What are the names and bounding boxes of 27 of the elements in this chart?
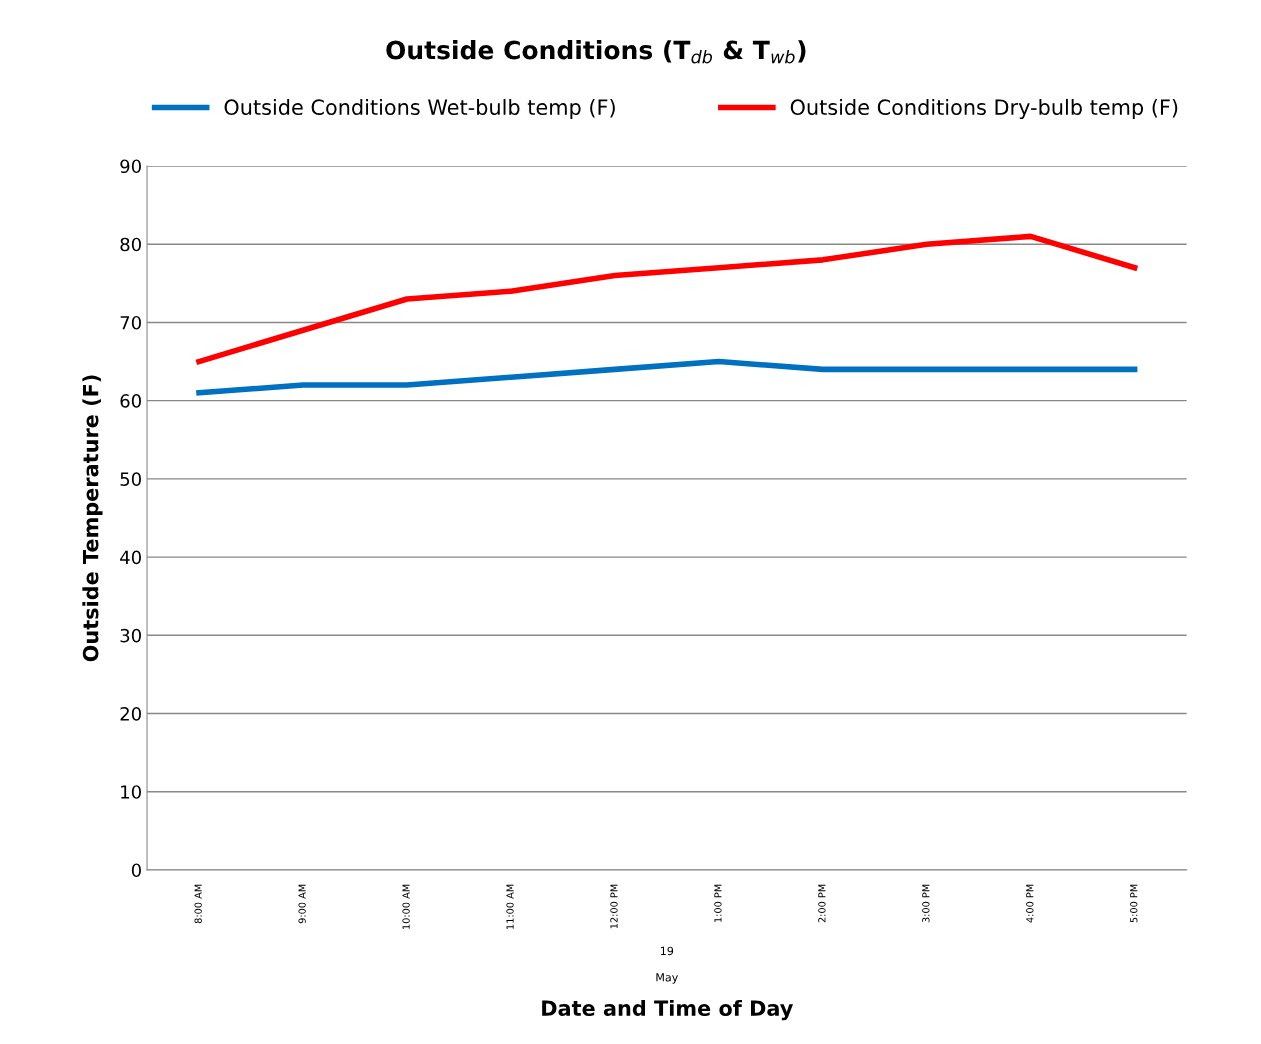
y-axis-title: Outside Temperature (F) bbox=[82, 375, 103, 662]
x-tick-label: 5:00 PM bbox=[1130, 884, 1138, 923]
y-tick-label: 30 bbox=[120, 628, 141, 643]
y-tick-label: 70 bbox=[120, 315, 141, 330]
legend-label: Outside Conditions Dry-bulb temp (F) bbox=[790, 98, 1178, 120]
y-tick-label: 20 bbox=[120, 706, 141, 721]
x-tick-label: 10:00 AM bbox=[402, 884, 410, 929]
y-tick-label: 90 bbox=[120, 159, 141, 174]
x-tick-label: 2:00 PM bbox=[818, 884, 826, 923]
x-tick-label: 3:00 PM bbox=[922, 884, 930, 923]
x-tick-label: 4:00 PM bbox=[1026, 884, 1034, 923]
y-tick-label: 50 bbox=[120, 472, 141, 486]
y-tick-label: 60 bbox=[120, 394, 141, 408]
chart-title: Outside Conditions (T$_{db}$ & T$_{wb}$) bbox=[386, 40, 806, 64]
text: 19 bbox=[660, 946, 674, 956]
x-tick-label: 8:00 AM bbox=[194, 884, 202, 924]
x-tick-label: 1:00 PM bbox=[714, 884, 722, 922]
y-tick-label: 40 bbox=[120, 550, 141, 565]
y-tick-label: 10 bbox=[121, 785, 141, 799]
legend-label: Outside Conditions Wet-bulb temp (F) bbox=[224, 98, 615, 120]
x-tick-label: 11:00 AM bbox=[506, 884, 514, 929]
y-tick-label: 0 bbox=[131, 863, 141, 878]
x-tick-label: 12:00 PM bbox=[610, 884, 618, 929]
x-tick-label: 9:00 AM bbox=[298, 884, 306, 924]
x-axis-title: Date and Time of Day bbox=[542, 999, 793, 1021]
text: May bbox=[656, 973, 678, 984]
y-tick-label: 80 bbox=[120, 237, 141, 252]
